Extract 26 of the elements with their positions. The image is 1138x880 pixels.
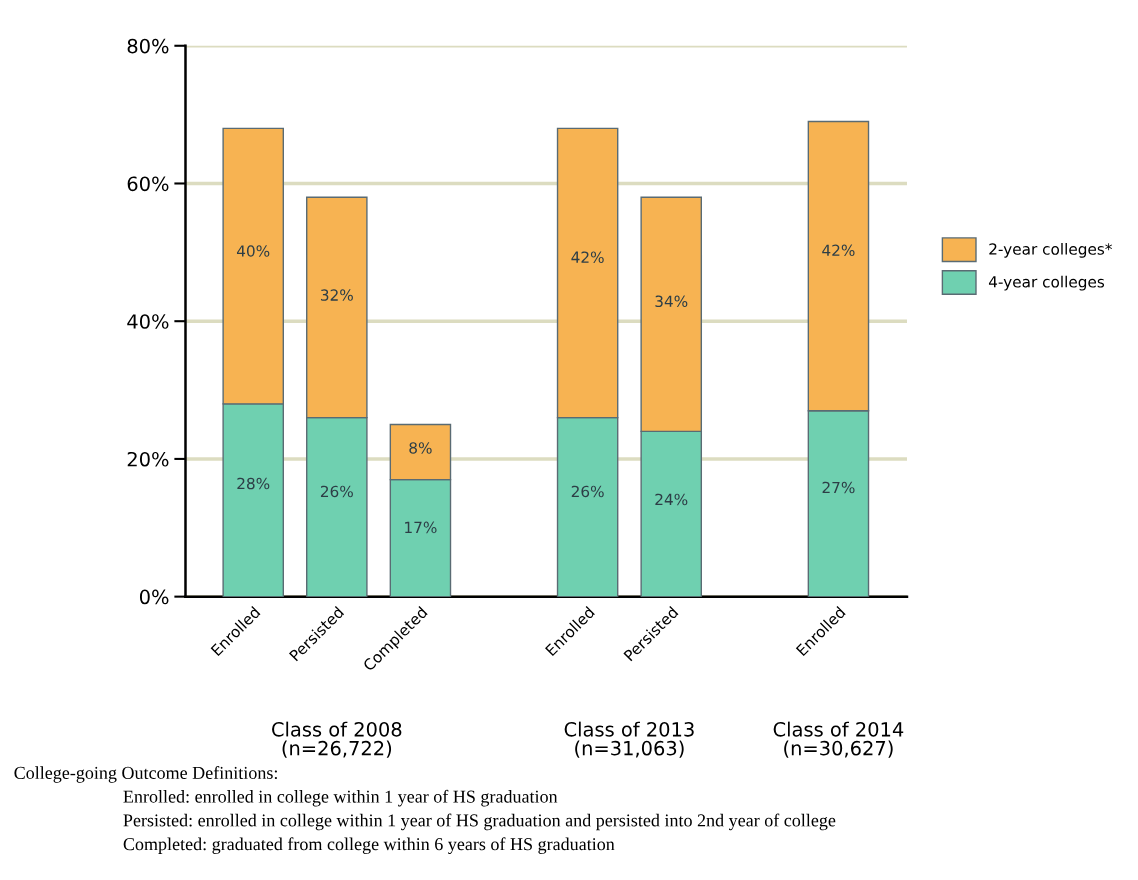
- data-label: 8%: [409, 442, 432, 454]
- data-label: 40%: [236, 245, 270, 257]
- y-tick-label: 0%: [139, 589, 169, 605]
- data-label: 24%: [655, 493, 688, 506]
- data-label: 42%: [571, 251, 604, 263]
- text: Class of 2008 (n=26,722): [272, 721, 402, 758]
- data-label: 42%: [822, 244, 855, 257]
- text: Enrolled: enrolled in college within 1 year of HS graduation: [123, 789, 558, 807]
- text: Completed: graduated from college within 6 years of HS graduation: [123, 837, 615, 854]
- data-label: 17%: [405, 521, 437, 534]
- y-tick-label: 20%: [127, 451, 169, 467]
- y-tick-label: 60%: [127, 176, 169, 192]
- data-label: 27%: [822, 481, 855, 494]
- data-label: 26%: [320, 485, 353, 498]
- legend-label: 4-year colleges: [988, 275, 1105, 291]
- data-label: 32%: [321, 289, 353, 301]
- text: College-going Outcome Definitions:: [14, 766, 277, 783]
- text: Class of 2014 (n=30,627): [773, 721, 904, 758]
- text: Class of 2013 (n=31,063): [564, 721, 694, 758]
- y-tick-label: 80%: [127, 38, 169, 54]
- data-label: 28%: [237, 477, 270, 490]
- legend-label: 2-year colleges*: [989, 242, 1112, 258]
- y-tick-label: 40%: [127, 314, 169, 329]
- data-label: 34%: [655, 295, 688, 308]
- data-label: 26%: [571, 485, 604, 498]
- text: Persisted: enrolled in college within 1 year of HS graduation and persisted into 2nd year of college: [123, 813, 836, 831]
